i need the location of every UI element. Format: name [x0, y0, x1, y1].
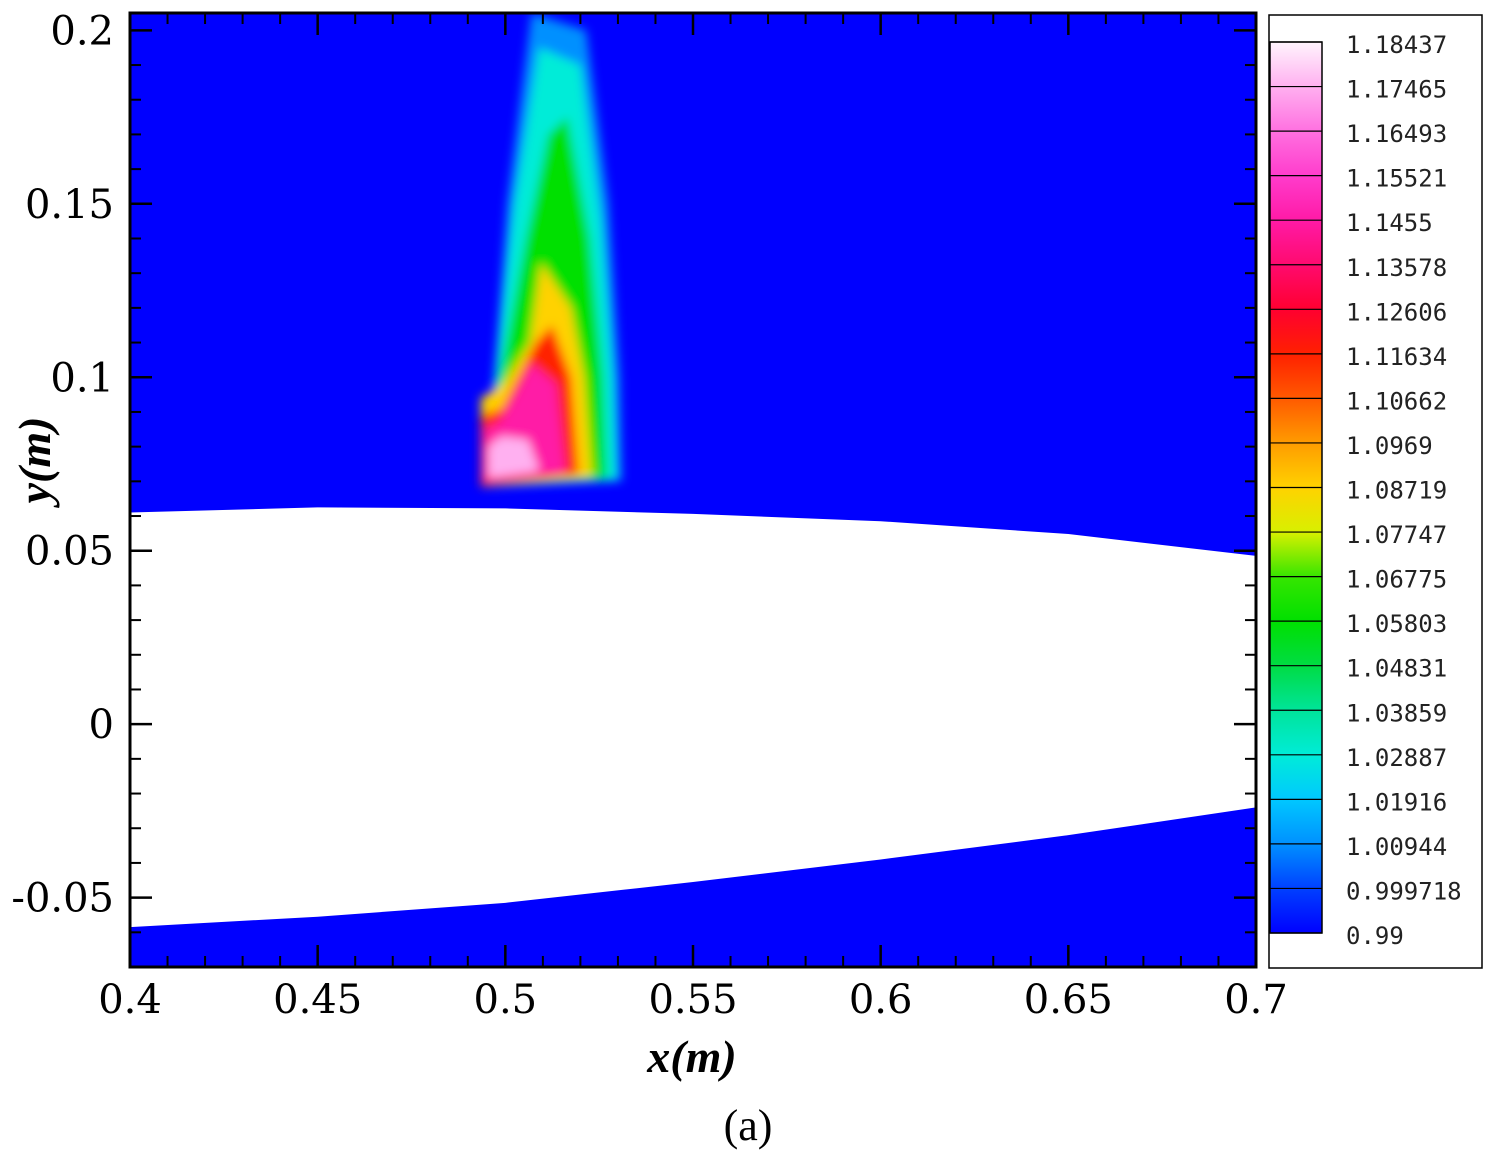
legend-label: 0.999718	[1346, 877, 1462, 905]
legend-label: 1.03859	[1346, 699, 1447, 727]
legend-swatches	[1269, 41, 1323, 934]
legend-label: 1.07747	[1346, 521, 1447, 549]
legend-swatch	[1270, 532, 1322, 578]
y-axis-title: y(m)	[9, 417, 60, 509]
legend-swatch	[1270, 576, 1322, 622]
legend-label: 1.12606	[1346, 298, 1447, 326]
plot-area	[128, 11, 1258, 969]
legend-label: 1.02887	[1346, 744, 1447, 772]
legend-label: 1.04831	[1346, 655, 1447, 683]
x-tick-label: 0.7	[1224, 977, 1288, 1023]
legend-label: 1.17465	[1346, 76, 1447, 104]
x-tick-label: 0.6	[849, 977, 913, 1023]
legend-swatch	[1270, 621, 1322, 667]
x-axis-title: x(m)	[646, 1031, 736, 1082]
y-tick-label: -0.05	[11, 876, 114, 922]
legend-swatch	[1270, 131, 1322, 177]
x-axis-ticks: 0.4 0.45 0.5 0.55 0.6 0.65 0.7	[98, 977, 1288, 1023]
colorbar-frame	[1269, 41, 1323, 934]
legend-label: 1.15521	[1346, 165, 1447, 193]
colorbar-legend: 1.18437 1.17465 1.16493 1.15521 1.1455 1.1357…	[1268, 14, 1483, 969]
body-shape	[130, 507, 1256, 928]
legend-label: 1.01916	[1346, 788, 1447, 816]
legend-swatch	[1270, 220, 1322, 266]
plume-contour-6	[488, 436, 540, 478]
y-axis-ticks: 0.2 0.15 0.1 0.05 0 -0.05	[11, 8, 114, 921]
legend-label: 1.00944	[1346, 833, 1447, 861]
x-tick-label: 0.65	[1024, 977, 1113, 1023]
legend-swatch	[1270, 799, 1322, 845]
x-tick-label: 0.55	[648, 977, 737, 1023]
legend-swatch	[1270, 398, 1322, 444]
axes	[128, 11, 1258, 969]
legend-swatch	[1270, 843, 1322, 889]
legend-label: 1.13578	[1346, 254, 1447, 282]
legend-label: 1.11634	[1346, 343, 1447, 371]
legend-swatch	[1270, 442, 1322, 488]
legend-swatch	[1270, 353, 1322, 399]
plume-contours	[480, 13, 622, 487]
x-tick-label: 0.45	[273, 977, 362, 1023]
legend-swatch	[1270, 264, 1322, 310]
legend-swatch	[1270, 42, 1322, 88]
legend-swatch	[1270, 710, 1322, 756]
legend-label: 1.0969	[1346, 432, 1433, 460]
legend-label: 1.18437	[1346, 31, 1447, 59]
x-tick-label: 0.4	[98, 977, 162, 1023]
legend-swatch	[1270, 888, 1322, 934]
legend-swatch	[1270, 309, 1322, 355]
y-tick-label: 0.15	[25, 182, 114, 228]
y-tick-label: 0.2	[50, 8, 114, 54]
legend-label: 1.08719	[1346, 477, 1447, 505]
legend-swatch	[1270, 487, 1322, 533]
y-tick-label: 0.05	[25, 529, 114, 575]
y-tick-label: 0.1	[50, 355, 114, 401]
x-tick-label: 0.5	[474, 977, 538, 1023]
legend-label: 1.10662	[1346, 387, 1447, 415]
y-tick-label: 0	[89, 702, 114, 748]
legend-label: 1.05803	[1346, 610, 1447, 638]
legend-label: 1.16493	[1346, 120, 1447, 148]
legend-swatch	[1270, 86, 1322, 132]
legend-swatch	[1270, 665, 1322, 711]
legend-labels: 1.18437 1.17465 1.16493 1.15521 1.1455 1.1357…	[1346, 31, 1462, 950]
figure-caption: (a)	[724, 1101, 773, 1150]
legend-swatch	[1270, 754, 1322, 800]
legend-label: 1.06775	[1346, 566, 1447, 594]
legend-label: 1.1455	[1346, 209, 1433, 237]
legend-label: 0.99	[1346, 922, 1404, 950]
legend-swatch	[1270, 175, 1322, 221]
